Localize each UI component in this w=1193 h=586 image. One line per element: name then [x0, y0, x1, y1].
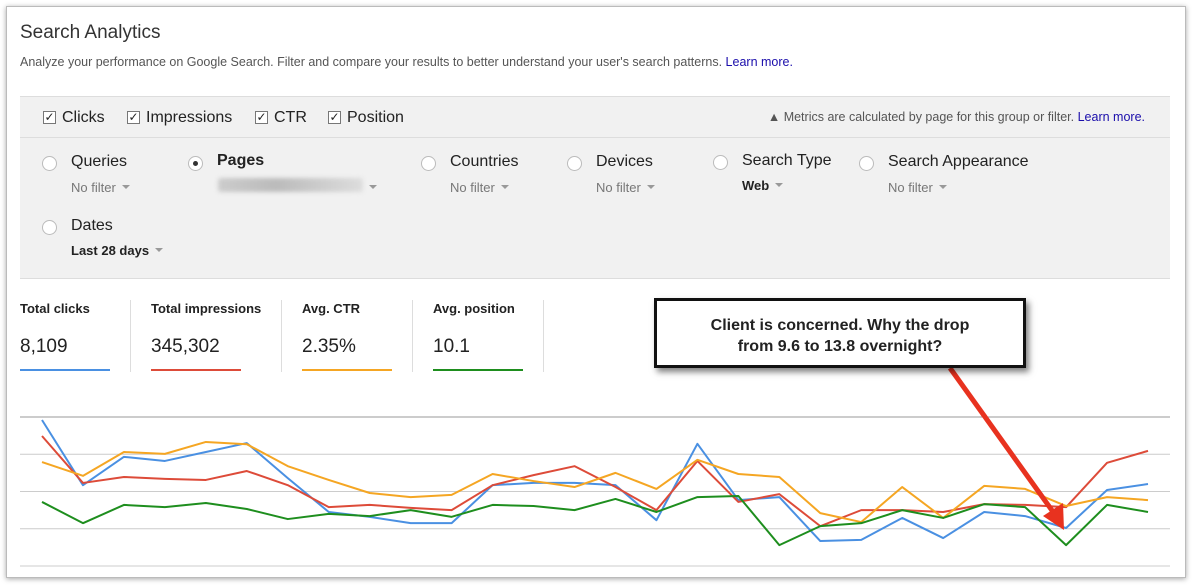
radio[interactable] — [42, 156, 57, 171]
total-value: 345,302 — [151, 336, 220, 357]
filter-label: Search Type — [742, 152, 832, 169]
note-text: Metrics are calculated by page for this … — [783, 110, 1075, 124]
divider — [543, 300, 544, 372]
metric-row: Clicks Impressions CTR Position ▲ Metric… — [20, 97, 1170, 138]
total-underline — [20, 369, 110, 371]
total-label: Avg. CTR — [302, 301, 361, 316]
filter-label: Search Appearance — [888, 153, 1029, 170]
metric-checkbox[interactable]: Clicks — [43, 109, 105, 127]
total-label: Total impressions — [151, 301, 262, 316]
annotation-line: Client is concerned. Why the drop — [710, 317, 970, 334]
filter-label: Queries — [71, 153, 128, 170]
series-line — [41, 494, 1149, 547]
total-value: 2.35% — [302, 336, 356, 357]
radio[interactable] — [42, 220, 57, 235]
filter-label: Dates — [71, 217, 113, 234]
radio[interactable] — [713, 155, 728, 170]
description: Analyze your performance on Google Searc… — [20, 55, 793, 69]
radio[interactable] — [567, 156, 582, 171]
total-underline — [151, 369, 241, 371]
filter-label: Countries — [450, 153, 519, 170]
filter-value[interactable]: No filter — [596, 180, 655, 195]
radio[interactable] — [421, 156, 436, 171]
filter-label: Devices — [596, 153, 653, 170]
filter-panel: Clicks Impressions CTR Position ▲ Metric… — [20, 96, 1170, 279]
radio[interactable] — [188, 156, 203, 171]
annotation-box: Client is concerned. Why the drop from 9… — [654, 298, 1026, 368]
annotation-line: from 9.6 to 13.8 overnight? — [737, 338, 943, 355]
series-line — [41, 435, 1149, 528]
metric-note: ▲ Metrics are calculated by page for thi… — [767, 110, 1145, 124]
blurred-filter[interactable] — [218, 178, 378, 194]
total-value: 8,109 — [20, 336, 68, 357]
filter-value[interactable]: No filter — [450, 180, 509, 195]
total-label: Avg. position — [433, 301, 515, 316]
series-line — [41, 440, 1149, 524]
filter-value[interactable]: No filter — [888, 180, 947, 195]
total-underline — [302, 369, 392, 371]
total-value: 10.1 — [433, 336, 470, 357]
note-link[interactable]: Learn more. — [1077, 110, 1145, 124]
filter-value[interactable]: Last 28 days — [71, 243, 163, 258]
metric-checkbox[interactable]: Impressions — [127, 109, 232, 127]
annotation-arrowhead — [1043, 503, 1064, 530]
filter-value[interactable]: No filter — [71, 180, 130, 195]
description-text: Analyze your performance on Google Searc… — [20, 55, 723, 69]
radio[interactable] — [859, 156, 874, 171]
metric-checkbox[interactable]: Position — [328, 109, 404, 127]
annotation-arrow — [947, 366, 1059, 518]
divider — [130, 300, 131, 372]
divider — [412, 300, 413, 372]
title: Search Analytics — [20, 22, 161, 43]
total-underline — [433, 369, 523, 371]
divider — [281, 300, 282, 372]
total-label: Total clicks — [20, 301, 90, 316]
filter-value[interactable]: Web — [742, 178, 783, 193]
learn-more-link[interactable]: Learn more. — [725, 55, 793, 69]
filter-label: Pages — [217, 152, 265, 169]
metric-checkbox[interactable]: CTR — [255, 109, 307, 127]
series-line — [41, 419, 1149, 543]
